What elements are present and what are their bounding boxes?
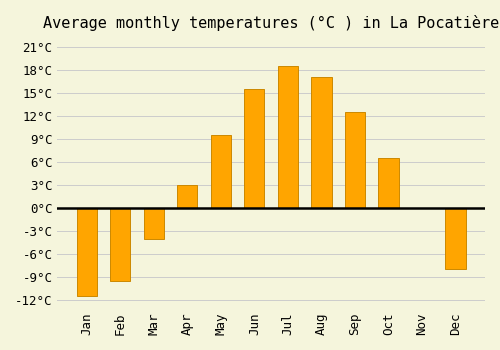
Title: Average monthly temperatures (°C ) in La Pocatière: Average monthly temperatures (°C ) in La…: [43, 15, 500, 31]
Bar: [312, 77, 332, 208]
Bar: [278, 66, 298, 208]
Bar: [178, 185, 198, 208]
Bar: [144, 208, 164, 239]
Bar: [77, 208, 97, 296]
Bar: [378, 158, 398, 208]
Bar: [211, 135, 231, 208]
Bar: [446, 208, 466, 269]
Bar: [110, 208, 130, 281]
Bar: [244, 89, 264, 208]
Bar: [345, 112, 365, 208]
